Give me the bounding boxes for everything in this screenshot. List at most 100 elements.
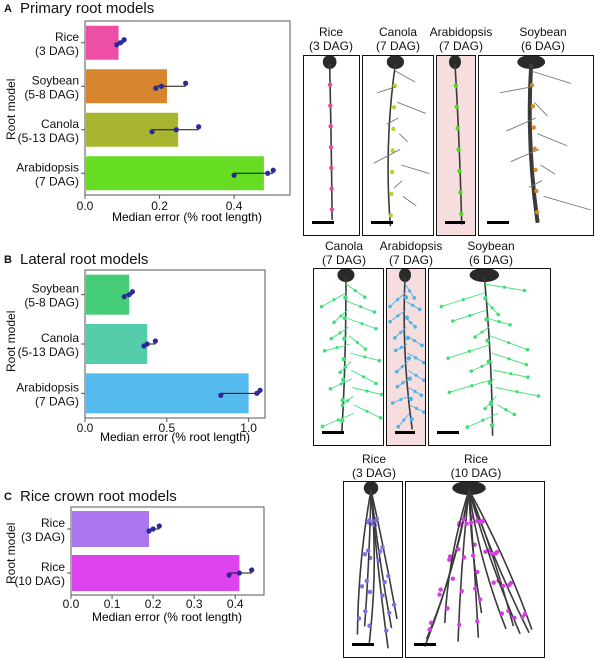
lateral-root xyxy=(506,117,537,132)
seed-shape xyxy=(449,56,461,69)
photo-label-arabidopsis-7dag-a: Arabidopsis (7 DAG) xyxy=(429,25,493,53)
lateral-root xyxy=(395,70,416,83)
data-point xyxy=(218,392,224,398)
landmark-point xyxy=(531,125,536,130)
data-point xyxy=(158,83,165,89)
root-path xyxy=(328,63,333,220)
y-tick-label: Rice (3 DAG) xyxy=(21,516,65,544)
data-point xyxy=(121,294,127,300)
landmark-point xyxy=(470,383,474,388)
landmark-point xyxy=(341,377,346,382)
landmark-point xyxy=(509,372,513,376)
landmark-point xyxy=(327,82,333,87)
root-trace-canola-7dag-a xyxy=(371,56,430,227)
photo-label-canola-7dag-a: Canola (7 DAG) xyxy=(375,25,420,53)
scale-bar xyxy=(445,221,465,224)
landmark-point xyxy=(468,313,472,318)
landmark-point xyxy=(343,295,348,300)
landmark-point xyxy=(355,340,359,345)
landmark-point xyxy=(328,387,333,391)
landmark-point xyxy=(508,323,512,327)
seed-shape xyxy=(363,482,379,495)
landmark-point xyxy=(341,357,346,362)
photo-soybean-6dag-b xyxy=(428,268,551,446)
landmark-point xyxy=(512,412,517,417)
landmark-point xyxy=(464,521,469,526)
landmark-point xyxy=(524,362,529,367)
landmark-point xyxy=(329,336,334,341)
landmark-point xyxy=(504,408,508,412)
landmark-point xyxy=(378,416,383,420)
landmark-point xyxy=(401,381,405,385)
landmark-point xyxy=(329,165,334,171)
scale-bar xyxy=(322,431,344,434)
x-tick-label: 0.5 xyxy=(158,421,175,435)
landmark-point xyxy=(363,355,367,359)
landmark-point xyxy=(473,335,477,339)
landmark-point xyxy=(522,288,527,293)
chart-b-xlabel: Median error (% root length) xyxy=(100,430,250,444)
y-tick-label: Canola (5-13 DAG) xyxy=(18,117,80,145)
root-path xyxy=(468,489,533,630)
lateral-root xyxy=(386,117,399,125)
landmark-point xyxy=(329,186,334,191)
landmark-point xyxy=(372,310,377,314)
landmark-point xyxy=(338,331,342,335)
landmark-point xyxy=(483,295,488,301)
data-point xyxy=(117,40,124,46)
landmark-point xyxy=(455,126,460,131)
data-point xyxy=(196,124,202,130)
root-trace-canola-7dag-b xyxy=(319,269,383,434)
landmark-point xyxy=(396,314,400,318)
landmark-point xyxy=(480,364,484,368)
chart-a: 0.0 0.2 0.4 Rice (3 DAG) Soybean (5-8 DAG) Cano… xyxy=(16,20,291,224)
photo-label-rice-3dag-c: Rice (3 DAG) xyxy=(351,452,396,480)
lateral-root xyxy=(397,101,426,114)
landmark-point xyxy=(332,320,336,325)
landmark-point xyxy=(500,583,506,589)
seed-shape xyxy=(469,269,500,282)
landmark-point xyxy=(456,147,461,152)
root-trace-arabidopsis-7dag-b xyxy=(388,269,425,434)
chart-c-xlabel: Median error (% root length) xyxy=(92,610,242,624)
landmark-point xyxy=(515,390,519,394)
landmark-point xyxy=(339,418,345,424)
landmark-point xyxy=(367,623,372,629)
landmark-point xyxy=(481,418,485,422)
photo-label-rice-10dag-c: Rice (10 DAG) xyxy=(450,452,502,480)
landmark-point xyxy=(388,319,392,324)
landmark-point xyxy=(380,593,385,598)
x-tick-label: 0.2 xyxy=(151,199,168,213)
data-point xyxy=(257,387,263,393)
root-path xyxy=(341,276,347,432)
photo-label-soybean-6dag-a: Soybean (6 DAG) xyxy=(519,25,567,53)
data-point xyxy=(150,526,156,532)
landmark-point xyxy=(388,304,392,309)
landmark-point xyxy=(413,389,417,393)
panel-a-letter: A xyxy=(4,3,12,15)
photo-canola-7dag-b xyxy=(313,268,384,446)
landmark-point xyxy=(391,602,397,607)
landmark-point xyxy=(535,210,540,215)
landmark-point xyxy=(491,580,496,585)
landmark-point xyxy=(339,382,343,386)
landmark-point xyxy=(414,356,418,360)
photo-rice-3dag-c xyxy=(343,481,403,658)
landmark-point xyxy=(525,347,530,352)
seed-shape xyxy=(517,56,546,69)
landmark-point xyxy=(450,576,456,581)
chart-c-frame xyxy=(70,506,265,596)
landmark-point xyxy=(342,315,348,321)
landmark-point xyxy=(393,348,398,353)
landmark-point xyxy=(496,312,501,317)
landmark-point xyxy=(507,341,511,345)
landmark-point xyxy=(367,589,373,595)
photo-canola-7dag-a xyxy=(362,55,434,236)
landmark-point xyxy=(399,397,403,402)
landmark-point xyxy=(428,620,434,625)
lateral-root xyxy=(531,70,572,84)
landmark-point xyxy=(367,518,372,523)
bar xyxy=(86,25,119,60)
landmark-point xyxy=(402,418,406,422)
x-tick-label: 0.0 xyxy=(63,597,80,611)
